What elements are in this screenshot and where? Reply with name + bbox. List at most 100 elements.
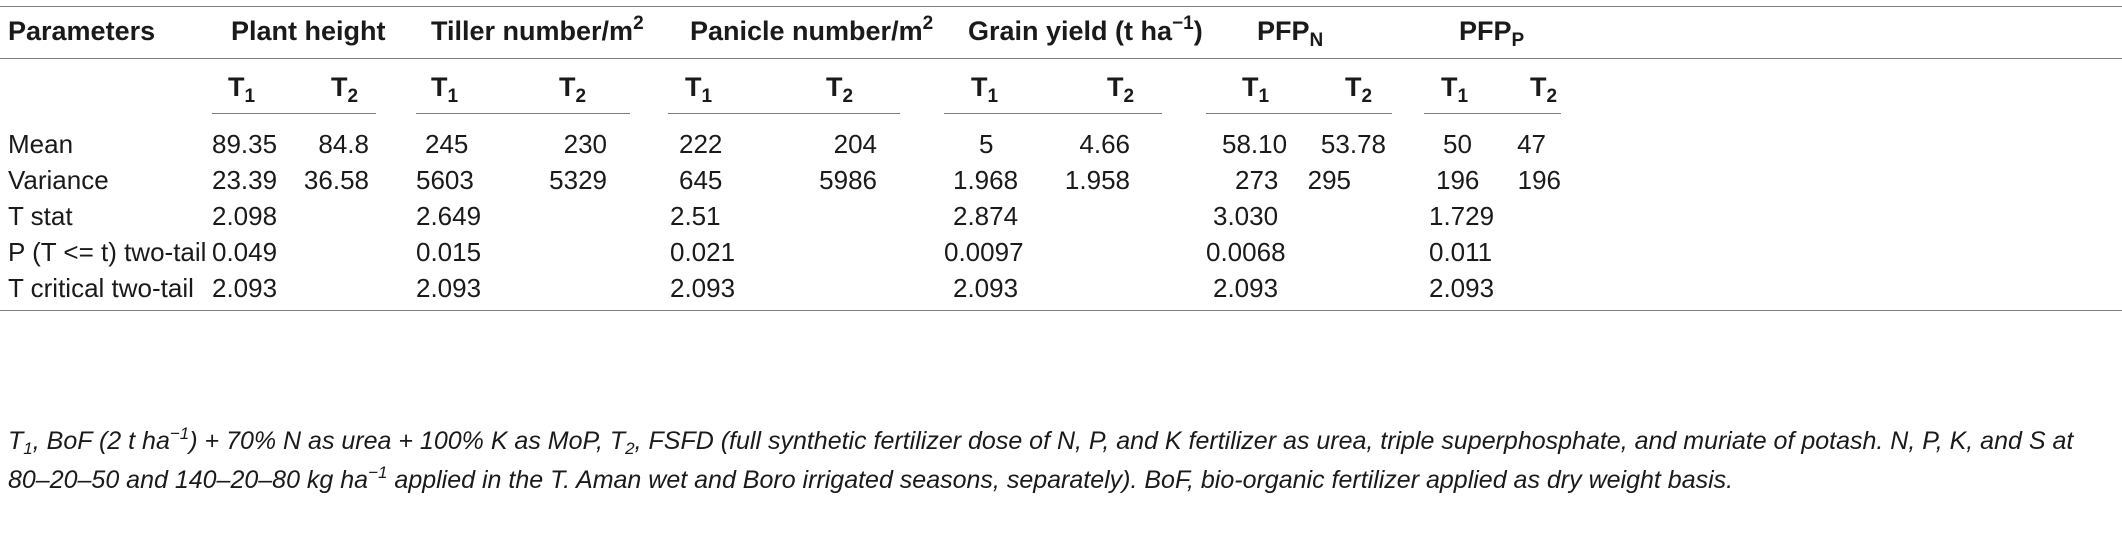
footnote-part-3: , FSFD (full synthetic fertilizer dose o… [8,427,2074,494]
t-letter: T [1242,72,1259,102]
t-critical-ph: 2.093 [212,273,278,303]
header-pfpp-text: PFP [1459,16,1512,46]
header-plant-height: Plant height [231,16,386,46]
t-letter: T [826,72,843,102]
mean-pfpn-t2: 53.78 [1320,129,1386,159]
mean-pfpp-t2: 47 [1517,129,1546,159]
mean-ph-t2: 84.8 [318,129,369,159]
footnote-part-4: applied in the T. Aman wet and Boro irri… [387,466,1734,494]
t-stat-ph: 2.098 [212,201,278,231]
footnote-t1-index: 1 [23,439,33,458]
t-critical-tn: 2.093 [416,273,482,303]
t-index: 2 [347,86,359,107]
t-critical-gy: 2.093 [953,273,1019,303]
bottom-rule [0,310,2122,311]
mean-gy-t2: 4.66 [1079,129,1130,159]
subheader-pn-t1: T1 [685,72,712,107]
t-letter: T [1441,72,1458,102]
t-index: 1 [987,86,999,107]
footnote-t2-letter: T [609,427,626,455]
header-rule [0,58,2122,59]
p-two-tail-tn: 0.015 [416,237,482,267]
t-index: 2 [842,86,854,107]
variance-pfpp-t2: 196 [1517,165,1561,195]
t-stat-gy: 2.874 [953,201,1019,231]
footnote-sup-1: −1 [169,424,190,443]
t-critical-pfpn: 2.093 [1213,273,1279,303]
t-letter: T [559,72,576,102]
t-letter: T [971,72,988,102]
p-two-tail-ph: 0.049 [212,237,278,267]
variance-pn-t1: 645 [679,165,723,195]
variance-pn-t2: 5986 [819,165,877,195]
footnote-part-1: , BoF (2 t ha [32,427,170,455]
header-panicle-sup: 2 [922,13,934,34]
subheader-tn-t1: T1 [431,72,459,107]
row-label-p-two-tail: P (T <= t) two-tail [8,237,207,267]
t-index: 2 [575,86,587,107]
subheader-pn-t2: T2 [826,72,854,107]
variance-tn-t1: 5603 [416,165,474,195]
subheader-pfpn-t1: T1 [1242,72,1270,107]
header-pfpp-sub: P [1511,30,1525,51]
header-grain-yield-sup: −1 [1172,13,1194,34]
p-two-tail-gy: 0.0097 [944,237,1024,267]
t-index: 1 [1258,86,1270,107]
variance-gy-t2: 1.958 [1064,165,1130,195]
header-tiller-text: Tiller number/m [431,16,634,46]
mean-tn-t2: 230 [563,129,607,159]
subheader-ph-t1: T1 [228,72,255,107]
pfpn-underline [1206,113,1392,114]
header-tiller-number: Tiller number/m2 [431,13,644,50]
header-panicle-number: Panicle number/m2 [690,13,934,50]
subheader-pfpn-t2: T2 [1345,72,1373,107]
panicle-underline [668,113,900,114]
p-two-tail-pfpp: 0.011 [1429,237,1493,267]
t-letter: T [1107,72,1124,102]
pfpp-underline [1424,113,1561,114]
t-letter: T [1530,72,1547,102]
variance-pfpp-t1: 196 [1436,165,1480,195]
tiller-underline [416,113,630,114]
mean-ph-t1: 89.35 [212,129,278,159]
subheader-pfpp-t1: T1 [1441,72,1468,107]
header-grain-yield-text: Grain yield (t ha [968,16,1173,46]
header-panicle-text: Panicle number/m [690,16,923,46]
footnote-sup-2: −1 [368,463,388,482]
mean-pfpn-t1: 58.10 [1222,129,1288,159]
t-letter: T [228,72,245,102]
header-pfpn-sub: N [1309,30,1324,51]
t-critical-pn: 2.093 [670,273,736,303]
grain-yield-underline [944,113,1162,114]
t-critical-pfpp: 2.093 [1429,273,1495,303]
top-rule [0,6,2122,7]
header-pfpn-text: PFP [1257,16,1310,46]
t-index: 2 [1361,86,1373,107]
variance-tn-t2: 5329 [549,165,607,195]
header-grain-yield-close: ) [1193,16,1203,46]
row-label-t-critical: T critical two-tail [8,273,194,303]
subheader-gy-t1: T1 [971,72,999,107]
t-index: 2 [1546,86,1558,107]
variance-gy-t1: 1.968 [953,165,1019,195]
header-tiller-sup: 2 [633,13,644,34]
t-index: 1 [447,86,459,107]
header-pfpn: PFPN [1257,16,1324,51]
mean-tn-t1: 245 [425,129,469,159]
header-grain-yield: Grain yield (t ha−1) [968,13,1203,50]
header-pfpp: PFPP [1459,16,1525,51]
mean-pfpp-t1: 50 [1443,129,1472,159]
variance-pfpn-t1: 273 [1235,165,1279,195]
t-stat-pfpn: 3.030 [1213,201,1279,231]
mean-gy-t1: 5 [979,129,994,159]
p-two-tail-pn: 0.021 [670,237,736,267]
footnote-t1-letter: T [8,427,24,455]
header-parameters: Parameters [8,16,156,46]
t-stat-tn: 2.649 [416,201,482,231]
mean-pn-t1: 222 [679,129,723,159]
t-letter: T [431,72,448,102]
row-label-mean: Mean [8,129,74,159]
t-letter: T [685,72,702,102]
t-index: 2 [1123,86,1135,107]
